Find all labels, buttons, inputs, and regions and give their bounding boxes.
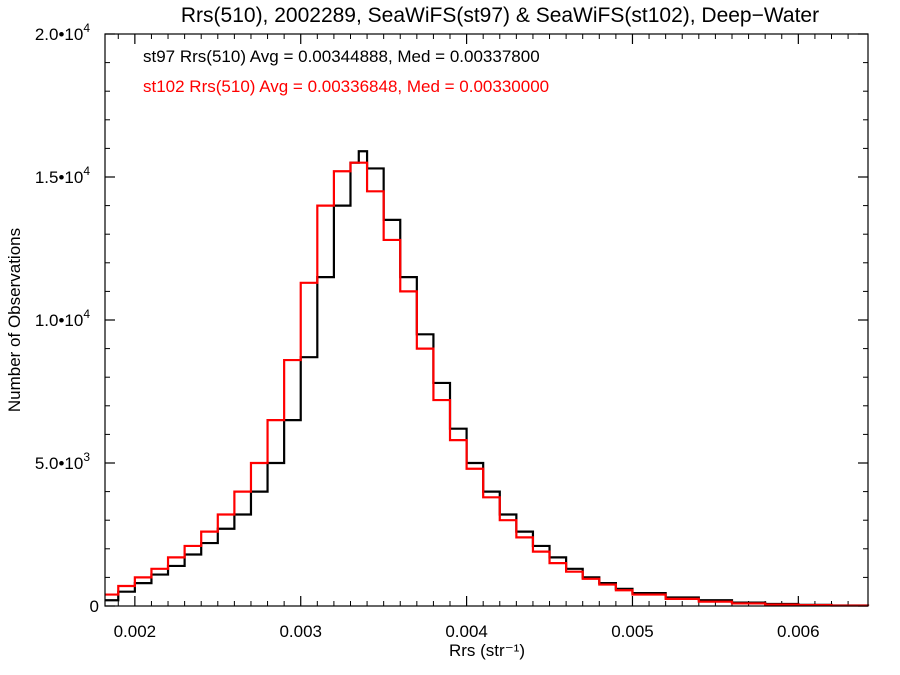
- y-tick-label: 5.0•103: [35, 450, 91, 473]
- y-tick-label: 2.0•104: [35, 21, 91, 44]
- x-axis-label: Rrs (str⁻¹): [449, 641, 525, 660]
- plot-frame: [104, 33, 869, 607]
- y-tick-label: 1.0•104: [35, 307, 91, 330]
- x-tick-label: 0.004: [445, 622, 488, 641]
- y-axis: 0 5.0•103 1.0•104 1.5•104 2.0•104: [35, 21, 868, 616]
- annotation-st102: st102 Rrs(510) Avg = 0.00336848, Med = 0…: [143, 77, 549, 96]
- annotation-st97: st97 Rrs(510) Avg = 0.00344888, Med = 0.…: [143, 47, 540, 66]
- x-axis: 0.002 0.003 0.004 0.005 0.006: [114, 34, 849, 641]
- y-tick-label: 0: [90, 597, 99, 616]
- series-line-1: [105, 161, 870, 607]
- series-line-0: [105, 150, 870, 607]
- chart-title: Rrs(510), 2002289, SeaWiFS(st97) & SeaWi…: [181, 4, 819, 27]
- y-axis-label: Number of Observations: [5, 228, 24, 412]
- x-tick-label: 0.006: [777, 622, 820, 641]
- x-tick-label: 0.002: [114, 622, 157, 641]
- y-tick-label: 1.5•104: [35, 164, 91, 187]
- plot-area: [105, 150, 870, 607]
- x-tick-label: 0.003: [279, 622, 322, 641]
- x-tick-label: 0.005: [611, 622, 654, 641]
